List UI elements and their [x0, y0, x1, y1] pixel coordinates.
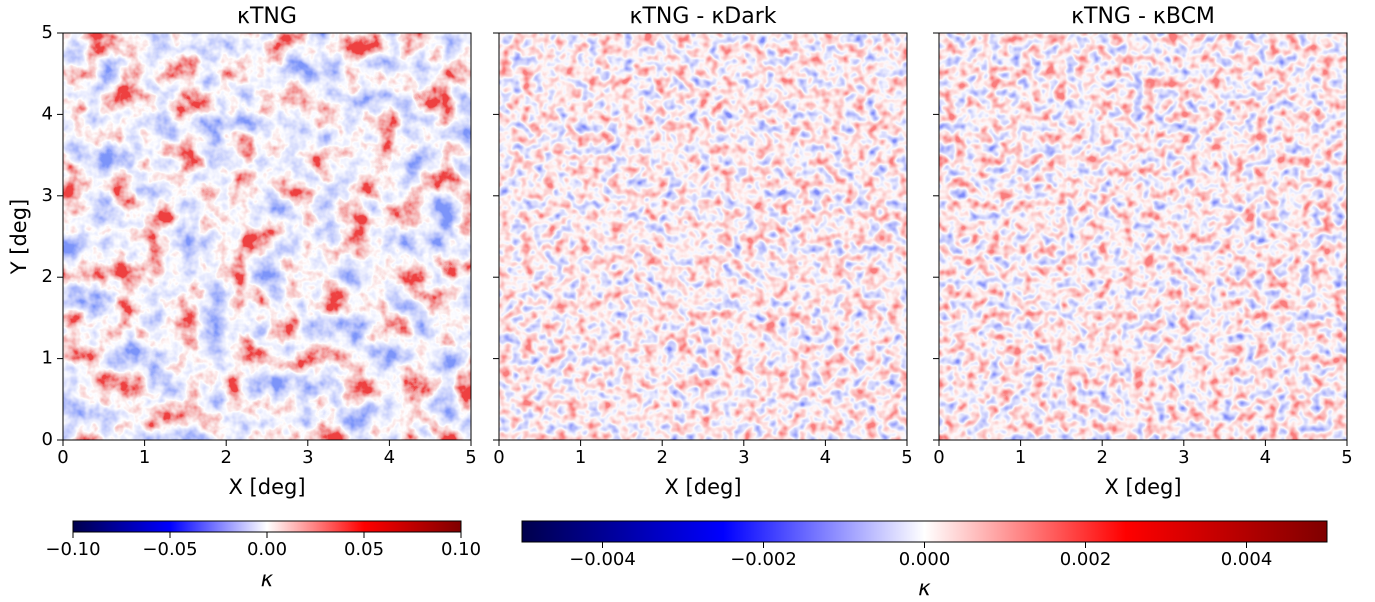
x-tick-label: 3: [1178, 447, 1189, 468]
colorbar-tick-label: −0.05: [142, 539, 197, 560]
heatmap-field: [63, 33, 471, 440]
y-tick-label: 4: [42, 103, 53, 124]
y-tick-label: 0: [42, 429, 53, 450]
heatmap-field: [939, 33, 1347, 440]
y-tick-label: 3: [42, 185, 53, 206]
x-tick-label: 2: [1096, 447, 1107, 468]
x-axis-label: X [deg]: [1104, 475, 1181, 499]
panel-title: κTNG: [237, 4, 297, 29]
x-tick-label: 4: [384, 447, 395, 468]
plot-frame: [498, 32, 908, 441]
heatmap-field: [499, 33, 907, 440]
colorbar-tick-label: 0.004: [1221, 549, 1273, 570]
x-tick-label: 2: [220, 447, 231, 468]
x-tick-label: 4: [820, 447, 831, 468]
x-tick-label: 0: [57, 447, 68, 468]
x-tick-label: 5: [1341, 447, 1352, 468]
colorbar-label: κ: [261, 567, 274, 591]
colorbar-tick-label: 0.10: [441, 539, 481, 560]
colorbar-label: κ: [918, 576, 931, 600]
plot-frame: [62, 32, 472, 441]
colorbar-tick-label: 0.05: [344, 539, 384, 560]
x-tick-label: 4: [1260, 447, 1271, 468]
x-tick-label: 2: [656, 447, 667, 468]
colorbar: [521, 520, 1328, 543]
x-axis-label: X [deg]: [228, 475, 305, 499]
plot-frame: [938, 32, 1348, 441]
y-axis-label: Y [deg]: [7, 199, 31, 275]
x-tick-label: 1: [139, 447, 150, 468]
x-tick-label: 0: [493, 447, 504, 468]
panel-title: κTNG - κBCM: [1071, 4, 1215, 29]
colorbar-tick-label: 0.000: [899, 549, 951, 570]
x-tick-label: 5: [465, 447, 476, 468]
y-tick-label: 5: [42, 22, 53, 43]
colorbar-tick-label: −0.002: [730, 549, 797, 570]
y-tick-label: 1: [42, 348, 53, 369]
colorbar-tick-label: 0.002: [1060, 549, 1112, 570]
y-tick-label: 2: [42, 266, 53, 287]
x-tick-label: 3: [738, 447, 749, 468]
colorbar-tick-label: −0.10: [45, 539, 100, 560]
colorbar-tick-label: 0.00: [247, 539, 287, 560]
x-tick-label: 1: [575, 447, 586, 468]
x-tick-label: 3: [302, 447, 313, 468]
x-tick-label: 5: [901, 447, 912, 468]
x-tick-label: 0: [933, 447, 944, 468]
colorbar: [72, 520, 462, 533]
x-tick-label: 1: [1015, 447, 1026, 468]
x-axis-label: X [deg]: [664, 475, 741, 499]
colorbar-tick-label: −0.004: [569, 549, 636, 570]
panel-title: κTNG - κDark: [629, 4, 776, 29]
